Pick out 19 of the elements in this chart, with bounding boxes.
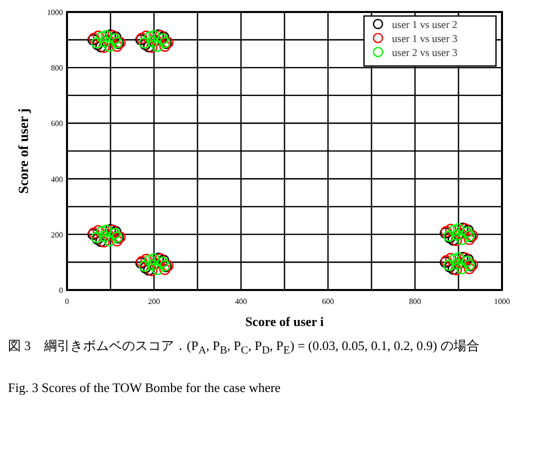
y-tick-label: 0 bbox=[59, 286, 63, 295]
legend-label: user 2 vs user 3 bbox=[392, 48, 458, 59]
x-tick-label: 400 bbox=[235, 297, 247, 306]
x-tick-label: 200 bbox=[148, 297, 160, 306]
annotation: Fig. 3 Scores of the TOW Bombe for the case where bbox=[8, 379, 282, 397]
y-axis-title: Score of user j bbox=[17, 108, 32, 194]
x-tick-label: 600 bbox=[322, 297, 334, 306]
y-tick-label: 600 bbox=[51, 119, 63, 128]
x-tick-label: 800 bbox=[409, 297, 421, 306]
y-tick-label: 800 bbox=[51, 64, 63, 73]
y-tick-label: 400 bbox=[51, 174, 63, 184]
x-tick-label: 1000 bbox=[494, 297, 510, 306]
x-axis-title: Score of user i bbox=[245, 314, 324, 329]
y-tick-label: 200 bbox=[51, 230, 63, 240]
x-tick-label: 0 bbox=[65, 297, 69, 306]
y-tick-label: 1000 bbox=[47, 8, 63, 17]
annotation: 図 3 綱引きボムベのスコア．(P$_{A}$, P$_{B}$, P$_{C}$, P$_{D}$, P$_{E}$) = (0.03, 0.05, 0.1, 0.2, 0.9) の場合 bbox=[8, 337, 480, 359]
legend-label: user 1 vs user 3 bbox=[392, 34, 458, 45]
legend-label: user 1 vs user 2 bbox=[392, 20, 458, 31]
